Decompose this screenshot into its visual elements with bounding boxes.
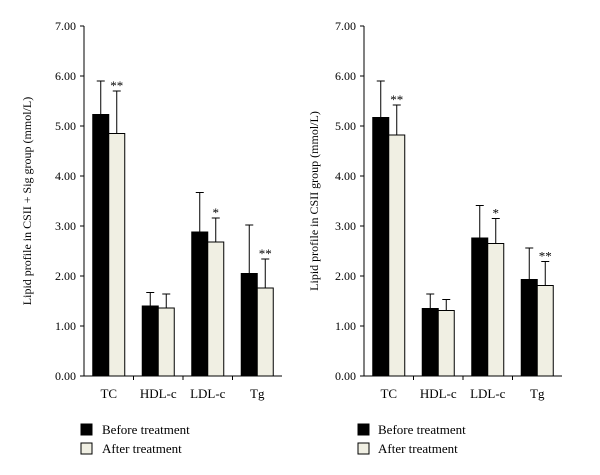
legend-swatch-before <box>357 423 370 436</box>
legend-swatch-before <box>80 423 93 436</box>
bar-after <box>157 307 175 377</box>
y-axis-label: Lipid profile in CSII + Sig group (mmol/… <box>20 97 34 305</box>
significance-marker: ** <box>259 246 272 261</box>
significance-marker: * <box>493 206 500 221</box>
bar-after <box>487 243 505 377</box>
bar-before <box>520 279 538 377</box>
x-tick-label: LDL-c <box>190 386 226 401</box>
chart-csii-sig: 0.00 1.00 2.00 3.00 4.00 5.00 6.00 7.00 Lipid pr… <box>20 19 282 401</box>
significance-marker: * <box>213 205 220 220</box>
y-tick-label: 0.00 <box>335 369 356 383</box>
bar-after <box>388 134 406 377</box>
y-tick-label: 7.00 <box>335 19 356 33</box>
bar-before <box>92 114 110 377</box>
legend-left: Before treatment After treatment <box>80 422 190 456</box>
y-tick-label: 4.00 <box>335 169 356 183</box>
x-tick-label: TC <box>380 386 397 401</box>
bar-before <box>372 117 390 377</box>
y-tick-label: 2.00 <box>55 269 76 283</box>
y-tick-label: 1.00 <box>335 319 356 333</box>
bar-before <box>421 308 439 377</box>
bar-after <box>207 241 225 377</box>
y-tick-label: 2.00 <box>335 269 356 283</box>
legend-label-before: Before treatment <box>102 422 190 437</box>
x-tick-label: LDL-c <box>470 386 506 401</box>
x-tick-label: Tg <box>250 386 265 401</box>
y-tick-label: 6.00 <box>335 69 356 83</box>
x-tick-label: TC <box>100 386 117 401</box>
chart-csii: 0.00 1.00 2.00 3.00 4.00 5.00 6.00 7.00 Lipid pr… <box>307 19 562 401</box>
y-axis-label: Lipid profile in CSII group (mmol/L) <box>307 111 321 291</box>
significance-marker: ** <box>539 249 552 264</box>
bar-after <box>437 310 455 377</box>
significance-marker: ** <box>390 92 403 107</box>
x-tick-label: HDL-c <box>140 386 177 401</box>
legend-label-after: After treatment <box>102 441 182 456</box>
x-tick-label: HDL-c <box>420 386 457 401</box>
y-tick-label: 6.00 <box>55 69 76 83</box>
y-tick-label: 5.00 <box>335 119 356 133</box>
y-tick-label: 3.00 <box>335 219 356 233</box>
legend-right: Before treatment After treatment <box>357 422 466 456</box>
y-tick-label: 0.00 <box>55 369 76 383</box>
bar-before <box>141 305 159 377</box>
bar-after <box>108 133 126 377</box>
legend-label-after: After treatment <box>378 441 458 456</box>
y-tick-label: 5.00 <box>55 119 76 133</box>
y-tick-label: 7.00 <box>55 19 76 33</box>
bar-before <box>471 237 489 377</box>
bar-before <box>191 231 209 377</box>
legend-swatch-after <box>80 442 93 455</box>
y-tick-label: 3.00 <box>55 219 76 233</box>
bar-after <box>256 287 274 377</box>
y-tick-label: 4.00 <box>55 169 76 183</box>
legend-swatch-after <box>357 442 370 455</box>
significance-marker: ** <box>110 78 123 93</box>
x-tick-label: Tg <box>530 386 545 401</box>
bar-before <box>240 273 258 377</box>
y-tick-label: 1.00 <box>55 319 76 333</box>
bar-after <box>536 285 554 377</box>
legend-label-before: Before treatment <box>378 422 466 437</box>
